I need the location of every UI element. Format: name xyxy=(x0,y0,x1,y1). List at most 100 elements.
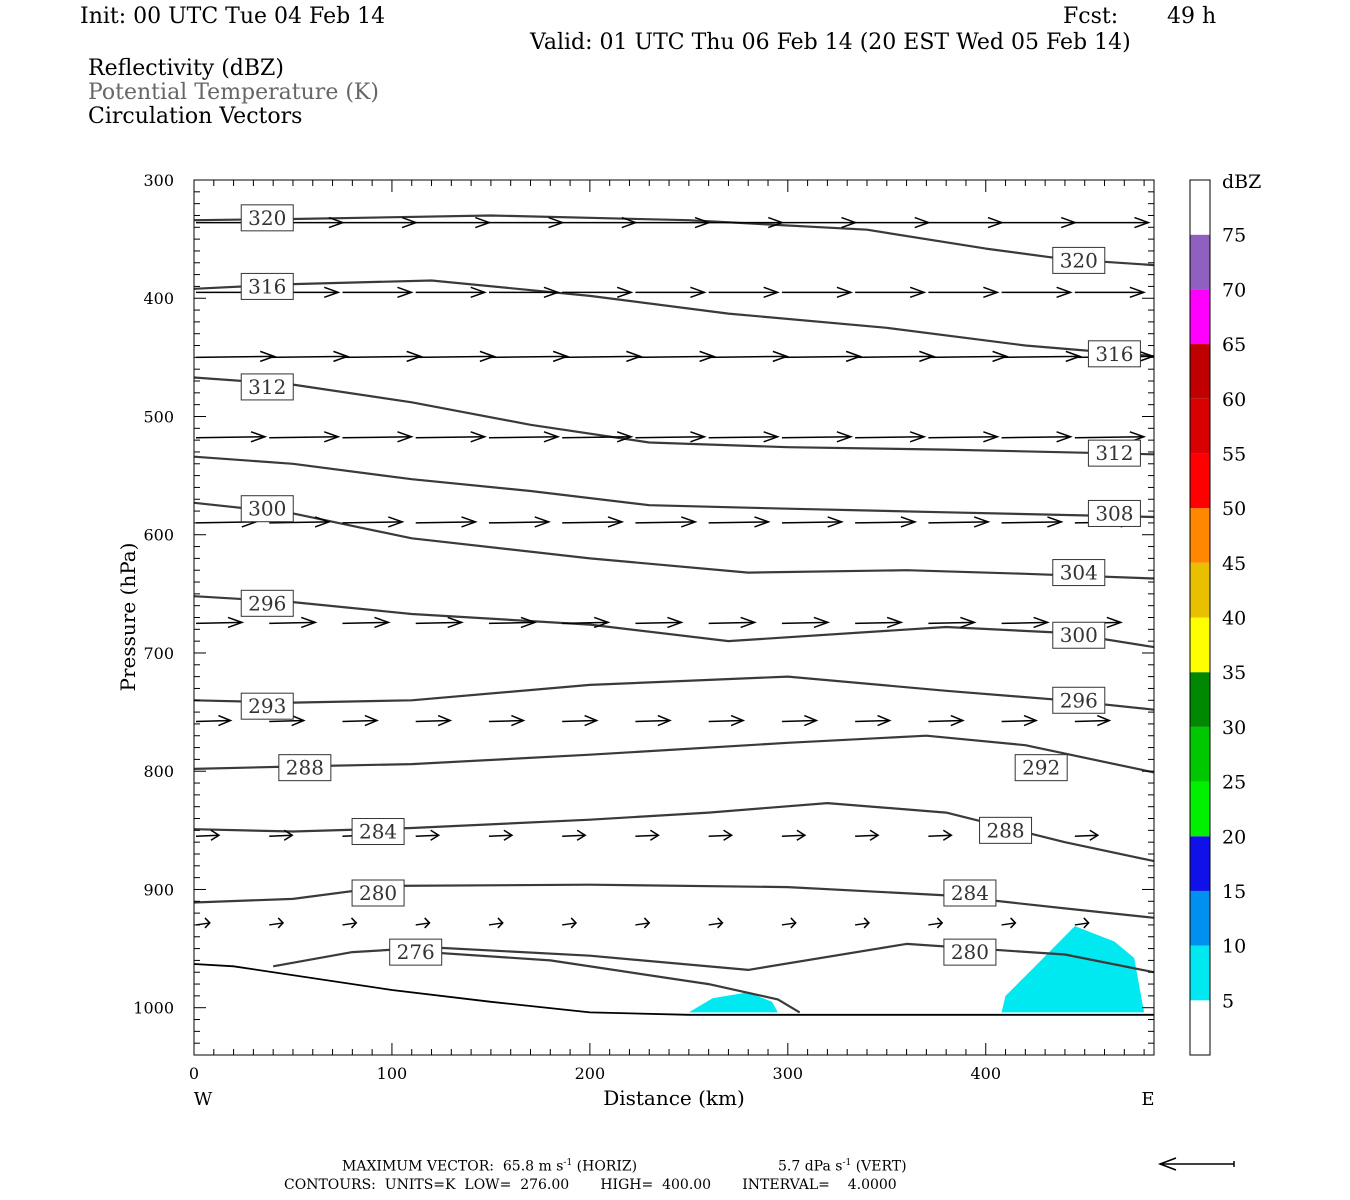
colorbar-level-label: 60 xyxy=(1222,389,1246,411)
circulation-vector xyxy=(781,917,797,929)
isentrope-label: 316 xyxy=(1087,340,1141,368)
svg-text:296: 296 xyxy=(248,591,286,615)
isentrope-label: 312 xyxy=(240,373,294,401)
x-tick: 100 xyxy=(377,180,407,1083)
circulation-vector xyxy=(269,917,285,929)
svg-text:600: 600 xyxy=(143,526,174,545)
svg-text:700: 700 xyxy=(143,644,174,663)
circulation-vector xyxy=(415,216,492,229)
circulation-vector xyxy=(195,714,233,727)
svg-text:308: 308 xyxy=(1095,501,1133,525)
x-tick: 300 xyxy=(773,180,804,1083)
isentrope-300 xyxy=(194,595,1154,649)
field-title-vectors: Circulation Vectors xyxy=(88,104,303,129)
contour-label-layer: 320 320 316 316 312 312 308 304 300 300 296 296 293 2… xyxy=(240,204,1141,966)
circulation-vector xyxy=(855,714,892,727)
circulation-vector xyxy=(342,350,423,363)
colorbar-swatch xyxy=(1190,289,1210,345)
y-tick: 600 xyxy=(143,526,1154,545)
circulation-vector xyxy=(269,431,341,443)
circulation-vector xyxy=(1001,216,1078,229)
y-tick: 1000 xyxy=(133,999,1154,1018)
circulation-vector xyxy=(195,350,277,363)
circulation-vector xyxy=(928,350,1009,363)
isentrope-label: 293 xyxy=(240,692,294,720)
circulation-vector xyxy=(855,216,931,229)
colorbar-swatch xyxy=(1190,945,1210,1001)
isentrope-296 xyxy=(194,675,1154,711)
circulation-vector xyxy=(928,216,1005,229)
isentrope-label: 320 xyxy=(1052,246,1106,274)
circulation-vector xyxy=(415,431,487,443)
svg-text:320: 320 xyxy=(248,206,286,230)
circulation-vector xyxy=(708,714,746,727)
svg-text:900: 900 xyxy=(143,880,174,899)
colorbar-level-label: 50 xyxy=(1222,498,1246,520)
svg-text:500: 500 xyxy=(143,407,174,426)
svg-text:276: 276 xyxy=(397,940,435,964)
y-tick: 400 xyxy=(143,289,1154,308)
isentrope-label: 296 xyxy=(1052,686,1106,714)
circulation-vector xyxy=(708,216,785,229)
circulation-vector xyxy=(1074,216,1151,229)
circulation-vector xyxy=(488,216,565,229)
reflectivity-layer xyxy=(688,926,1145,1013)
circulation-vector xyxy=(195,431,268,443)
circulation-vector xyxy=(415,714,453,727)
circulation-vector xyxy=(1074,714,1112,727)
circulation-vector xyxy=(1001,714,1039,727)
isentrope-label: 288 xyxy=(979,816,1033,844)
isentrope-276 xyxy=(391,948,801,1014)
isentrope-320 xyxy=(194,214,1154,267)
circulation-vector xyxy=(488,714,526,727)
circulation-vector xyxy=(269,516,332,528)
circulation-vector xyxy=(928,714,965,727)
svg-text:312: 312 xyxy=(1095,441,1133,465)
y-tick: 800 xyxy=(143,762,1154,781)
colorbar-swatch xyxy=(1190,398,1210,454)
colorbar-swatch xyxy=(1190,344,1210,399)
colorbar-level-label: 70 xyxy=(1222,279,1246,301)
svg-text:288: 288 xyxy=(286,756,324,780)
circulation-vector xyxy=(1074,286,1147,299)
isentrope-label: 276 xyxy=(389,938,443,966)
x-tick: 400 xyxy=(970,180,1001,1083)
circulation-vector xyxy=(928,829,953,841)
isentrope-label: 312 xyxy=(1087,439,1141,467)
circulation-vector xyxy=(415,350,497,363)
isentrope-label: 300 xyxy=(240,495,294,523)
colorbar-level-label: 65 xyxy=(1222,334,1246,356)
circulation-vector xyxy=(342,616,391,629)
circulation-vector xyxy=(1001,350,1083,363)
x-axis-label: Distance (km) xyxy=(603,1086,745,1110)
svg-text:304: 304 xyxy=(1060,561,1098,585)
forecast-label: Fcst: xyxy=(1063,4,1119,29)
circulation-vector xyxy=(708,829,734,841)
circulation-vector xyxy=(1001,616,1050,629)
circulation-vector xyxy=(781,714,819,727)
circulation-vector xyxy=(488,616,538,629)
circulation-vector xyxy=(415,516,478,528)
circulation-vector xyxy=(1074,829,1100,841)
circulation-vector xyxy=(1001,917,1017,929)
colorbar-swatch xyxy=(1190,234,1210,290)
circulation-vector xyxy=(1001,431,1073,443)
circulation-vector xyxy=(342,216,419,229)
x-tick: 0 xyxy=(189,180,199,1083)
svg-text:300: 300 xyxy=(1060,623,1098,647)
circulation-vector xyxy=(488,829,514,841)
circulation-vector xyxy=(855,431,927,443)
isentrope-label: 284 xyxy=(351,818,405,846)
circulation-vector xyxy=(781,516,844,528)
svg-text:300: 300 xyxy=(773,1064,804,1083)
isentrope-312 xyxy=(194,376,1154,456)
svg-text:800: 800 xyxy=(143,762,174,781)
circulation-vector xyxy=(708,616,757,629)
circulation-vector xyxy=(855,286,927,299)
svg-text:284: 284 xyxy=(951,881,989,905)
colorbar-level-label: 15 xyxy=(1222,881,1246,903)
circulation-vector xyxy=(195,917,211,929)
isentrope-292 xyxy=(194,734,1154,774)
svg-text:288: 288 xyxy=(986,818,1024,842)
circulation-vector xyxy=(855,917,870,929)
